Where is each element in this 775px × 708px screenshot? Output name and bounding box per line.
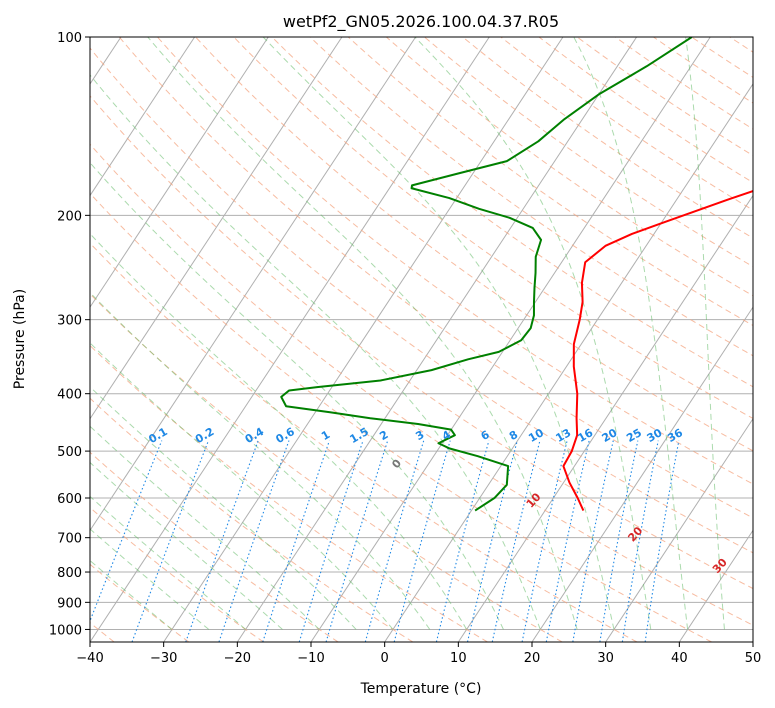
axis-layer: −40 −30 −20 −10 0 10 20 30 40 50 100 200 300 400 500 60… [49,31,761,666]
moist-adiabat [147,37,578,630]
chart-title: wetPf2_GN05.2026.100.04.37.R05 [283,12,559,32]
dry-adiabat [90,506,264,642]
y-tick-label: 800 [57,566,82,581]
temperature-profile [562,190,753,511]
isotherm-gridline [163,37,564,642]
dry-adiabat [90,47,753,554]
series-layer [280,37,753,512]
x-tick-label: −30 [150,651,177,666]
x-tick-label: −40 [76,651,103,666]
dry-adiabat [90,344,488,642]
y-tick-label: 900 [57,596,82,611]
mixing-ratio-line [572,440,614,642]
mixing-ratio-line [545,440,590,642]
x-tick-label: −20 [224,651,251,666]
y-tick-label: 500 [57,445,82,460]
mixing-ratio-line [466,440,518,642]
mixing-ratio-line [521,440,568,642]
isotherm-gridline [90,37,343,420]
moist-adiabat [90,425,320,630]
isotherm-gridline [605,417,753,642]
isotherm-gridline [90,37,417,532]
x-tick-label: 30 [597,651,614,666]
moist-adiabat [685,37,725,630]
isotherm-gridline [90,37,269,309]
dry-adiabat [90,192,712,642]
mixing-ratio-line [325,440,389,642]
y-tick-label: 700 [57,532,82,547]
mixing-ratio-line [185,440,259,642]
moist-adiabat [90,74,541,630]
dry-adiabat [271,37,753,388]
mixing-ratio-line [298,440,364,642]
y-tick-label: 100 [57,31,82,46]
x-tick-label: −10 [297,651,324,666]
moist-adiabat [90,291,431,630]
moist-adiabat [90,461,283,630]
x-tick-label: 50 [745,651,762,666]
isotherm-gridline [90,37,196,197]
auxiliary-lines [90,37,753,642]
mixing-ratio-line [393,440,451,642]
mixing-ratio-line [435,440,490,642]
moist-adiabat [262,37,615,630]
dry-adiabat [118,37,753,519]
dry-adiabat [90,293,563,642]
dry-adiabat [233,37,753,420]
x-tick-label: 20 [524,651,541,666]
mixing-ratio-line [644,440,680,642]
mixing-ratio-line [364,440,425,642]
moist-adiabat [90,495,246,630]
dry-adiabat [194,37,753,452]
moist-adiabat [90,161,504,630]
y-tick-label: 200 [57,209,82,224]
isotherm-gridline [236,37,638,642]
mixing-ratio-line [621,440,659,642]
y-tick-label: 600 [57,492,82,507]
isotherm-gridline [90,37,490,642]
x-axis-title: Temperature (°C) [360,681,482,697]
moist-adiabat [90,232,468,630]
isotherm-gridline [678,529,753,642]
x-tick-label: 40 [671,651,688,666]
dry-adiabat [90,95,753,590]
dewpoint-profile [280,37,693,512]
mixing-ratio-line [599,440,639,642]
x-tick-label: 0 [381,651,389,666]
y-tick-label: 1000 [49,623,82,638]
moist-adiabat [573,37,689,630]
dry-adiabat [385,37,753,297]
y-tick-label: 400 [57,388,82,403]
moist-adiabat [90,559,173,630]
moist-adiabat [414,37,652,630]
moist-adiabat [90,342,394,630]
isotherm-gridline [384,83,753,642]
isotherm-gridline [531,306,753,642]
mixing-ratio-line [491,440,541,642]
moist-adiabat [90,528,210,630]
y-axis-title: Pressure (hPa) [12,289,28,389]
plot-frame [89,36,754,643]
dry-adiabat [90,242,638,642]
y-tick-label: 300 [57,314,82,329]
x-tick-label: 10 [450,651,467,666]
isotherm-gridline [457,194,753,642]
dry-adiabat [90,397,414,642]
